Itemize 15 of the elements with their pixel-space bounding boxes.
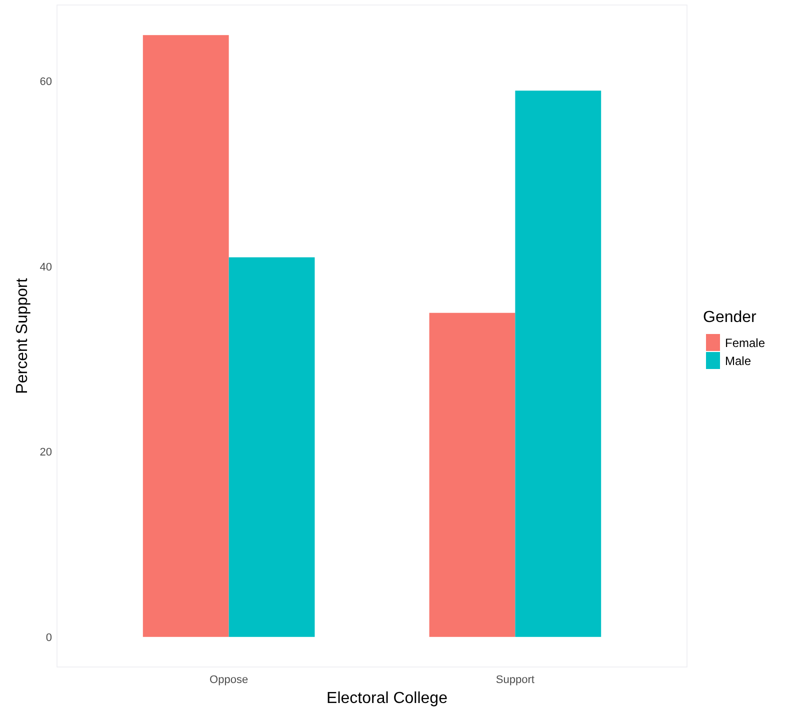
bar xyxy=(228,257,315,637)
x-tick-label: Support xyxy=(496,674,534,686)
bar xyxy=(142,35,229,637)
y-tick-label: 60 xyxy=(40,76,52,88)
bar xyxy=(515,90,602,637)
legend-label: Female xyxy=(725,336,766,350)
bar xyxy=(429,312,516,637)
y-axis-title: Percent Support xyxy=(14,278,31,394)
legend-label: Male xyxy=(725,354,752,368)
y-tick-label: 20 xyxy=(40,446,52,459)
legend-title: Gender xyxy=(703,309,758,326)
x-tick-label: Oppose xyxy=(210,674,248,686)
y-tick-label: 40 xyxy=(40,261,52,274)
y-tick-label: 0 xyxy=(46,632,52,644)
x-axis-title: Electoral College xyxy=(326,690,448,707)
